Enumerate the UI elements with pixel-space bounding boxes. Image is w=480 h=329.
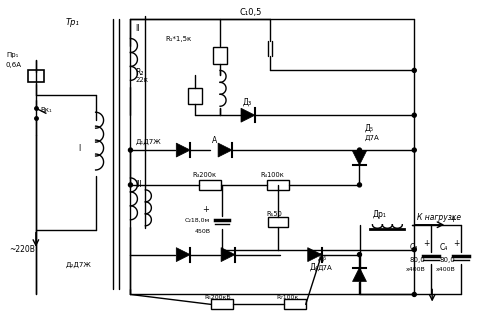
Text: R₁*1,5к: R₁*1,5к [165,36,192,41]
Text: Д₅: Д₅ [364,124,373,133]
Text: х400В: х400В [436,267,456,272]
Text: Тр₁: Тр₁ [66,18,80,27]
Circle shape [358,148,361,152]
Circle shape [358,253,361,257]
Text: II: II [135,24,140,33]
Polygon shape [308,248,322,262]
Circle shape [358,183,361,187]
Text: Д₁Д7Ж: Д₁Д7Ж [135,139,161,145]
Circle shape [129,148,132,152]
Text: 22к: 22к [135,77,148,83]
Circle shape [412,292,416,296]
Bar [268,217,288,227]
Polygon shape [218,143,232,157]
Text: +: + [423,239,430,248]
Bar [28,70,44,82]
Text: R₆200кБ: R₆200кБ [204,295,231,300]
Bar [213,46,227,64]
Text: Д7А: Д7А [364,135,379,141]
Text: Д₃: Д₃ [243,98,252,107]
Text: 80,0: 80,0 [409,257,425,263]
Text: I: I [79,143,81,153]
Text: 80,0: 80,0 [439,257,455,263]
Text: +: + [453,239,459,248]
Text: R₄100к: R₄100к [260,172,284,178]
Text: 450В: 450В [194,229,210,234]
Text: Д₄: Д₄ [310,263,319,272]
Bar [188,88,202,104]
Polygon shape [241,108,255,122]
Polygon shape [221,248,235,262]
Text: Д₆: Д₆ [318,253,327,262]
Text: Д₂Д7Ж: Д₂Д7Ж [66,262,92,267]
Circle shape [412,68,416,72]
Text: Др₁: Др₁ [372,210,386,219]
Text: С₁0,5: С₁0,5 [240,8,263,17]
Polygon shape [352,151,366,165]
Circle shape [412,113,416,117]
Bar [267,180,289,190]
Text: R₂: R₂ [135,68,144,77]
Polygon shape [352,267,366,282]
Text: +: + [449,215,456,224]
Circle shape [412,148,416,152]
Text: R₅50: R₅50 [266,211,282,217]
Text: С₄: С₄ [439,243,447,252]
Text: А: А [212,136,217,145]
Text: С₂18,0м: С₂18,0м [184,217,209,222]
Bar [284,299,306,309]
Text: К нагрузке: К нагрузке [417,213,461,222]
Polygon shape [176,143,190,157]
Text: Пр₁: Пр₁ [6,52,18,59]
Text: +: + [202,205,209,214]
Text: 0,6А: 0,6А [6,63,22,68]
Text: Вк₁: Вк₁ [41,107,53,113]
Text: х400В: х400В [406,267,426,272]
Bar [199,180,221,190]
Text: С₃: С₃ [409,243,418,252]
Bar [211,299,233,309]
Text: III: III [135,180,142,190]
Circle shape [129,183,132,187]
Text: Д7А: Д7А [318,265,333,271]
Text: ~220В: ~220В [9,245,35,254]
Text: R₇100к: R₇100к [277,295,299,300]
Polygon shape [176,248,190,262]
Text: R₃200к: R₃200к [192,172,216,178]
Circle shape [412,248,416,252]
